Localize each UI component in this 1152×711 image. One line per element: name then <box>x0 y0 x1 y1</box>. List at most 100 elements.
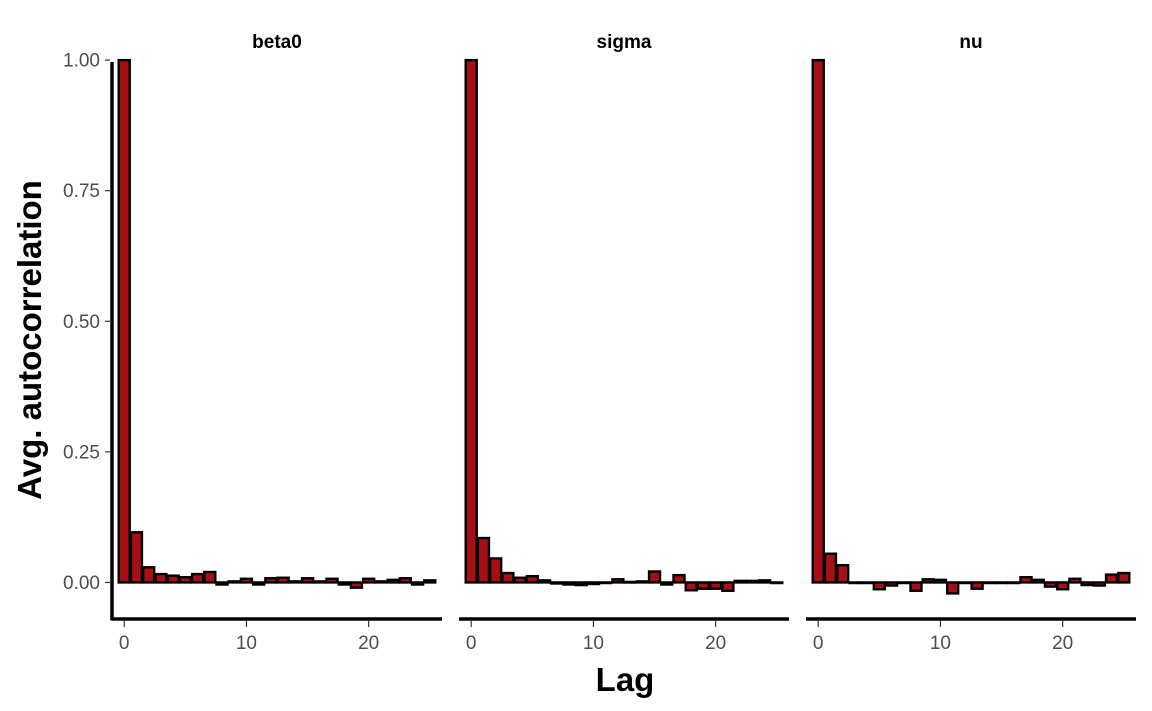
bar <box>860 581 874 585</box>
bar <box>1055 581 1070 591</box>
bar <box>1019 576 1033 584</box>
bar <box>117 58 131 584</box>
bar <box>361 577 376 584</box>
bar <box>586 581 601 586</box>
bar <box>684 581 698 592</box>
bar <box>623 580 637 584</box>
bar <box>562 581 576 586</box>
bar <box>970 581 984 590</box>
bar <box>374 580 388 584</box>
bar <box>215 581 229 586</box>
bar <box>909 581 923 593</box>
y-tick-label: 0.50 <box>63 312 100 333</box>
bar <box>190 572 205 584</box>
y-tick-label: 0.00 <box>63 573 100 594</box>
panel-sigma: sigma 0 10 20 <box>459 32 789 654</box>
bar <box>823 552 838 584</box>
bar <box>1031 578 1045 584</box>
bar <box>635 580 650 584</box>
bar <box>1117 571 1131 584</box>
bar <box>300 577 315 584</box>
panel-nu: nu 0 10 20 <box>806 32 1136 654</box>
x-tick-label: 0 <box>466 633 477 654</box>
x-tick-label: 20 <box>358 633 379 654</box>
bar <box>154 572 168 584</box>
x-axis-title: Lag <box>596 661 655 698</box>
y-axis-title: Avg. autocorrelation <box>11 180 48 500</box>
bar <box>288 580 303 584</box>
bar <box>227 580 241 584</box>
bar <box>872 581 887 591</box>
bar <box>958 581 972 585</box>
bar <box>537 579 552 584</box>
bar <box>672 573 686 584</box>
x-tick-label: 10 <box>236 633 257 654</box>
x-tick-label: 20 <box>1052 633 1073 654</box>
bar <box>203 570 217 584</box>
bar <box>933 578 948 584</box>
x-tick-label: 10 <box>930 633 951 654</box>
bar <box>1092 581 1107 587</box>
bar <box>745 579 760 584</box>
bar <box>337 581 351 586</box>
bar <box>757 579 772 584</box>
bar <box>178 576 193 584</box>
bar <box>313 580 327 584</box>
bar <box>848 581 862 585</box>
bar <box>921 578 935 584</box>
x-tick-label: 10 <box>583 633 604 654</box>
bar <box>897 581 911 585</box>
bar <box>166 574 180 584</box>
bar <box>696 581 711 590</box>
bar <box>611 578 625 584</box>
bar <box>141 566 156 584</box>
facet-panels: beta0 0 10 20 0.00 0.25 0.50 0.75 1.00 sigma 0 10 20… <box>63 32 1136 654</box>
bar <box>647 570 662 584</box>
panel-title: nu <box>959 32 982 53</box>
bar <box>423 579 437 584</box>
bar <box>550 581 564 585</box>
y-tick-label: 1.00 <box>63 51 100 72</box>
y-tick-label: 0.25 <box>63 442 100 463</box>
bar <box>1043 581 1058 588</box>
bar <box>525 574 540 584</box>
bar <box>513 576 527 584</box>
bar <box>982 581 997 585</box>
bar <box>1007 581 1021 585</box>
bar <box>884 581 899 587</box>
bar <box>1104 573 1119 584</box>
bar <box>410 581 425 586</box>
bar <box>476 536 491 584</box>
bar <box>398 577 413 584</box>
bar <box>574 581 588 587</box>
bar <box>708 581 723 590</box>
bar <box>945 581 960 595</box>
bar <box>464 58 478 584</box>
panel-title: beta0 <box>252 32 302 53</box>
bar <box>733 579 747 584</box>
bar <box>1080 581 1094 587</box>
bar <box>349 581 364 589</box>
bar <box>660 581 674 586</box>
bar <box>276 576 290 584</box>
bar <box>598 581 613 585</box>
bar <box>501 571 515 584</box>
y-tick-label: 0.75 <box>63 181 100 202</box>
bar <box>811 58 825 584</box>
bar <box>770 581 784 585</box>
panel-beta0: beta0 0 10 20 0.00 0.25 0.50 0.75 1.00 <box>63 32 442 654</box>
bar <box>994 581 1009 585</box>
x-tick-label: 0 <box>119 633 130 654</box>
panel-title: sigma <box>597 32 652 53</box>
x-tick-label: 20 <box>705 633 726 654</box>
bar <box>239 577 254 584</box>
x-tick-label: 0 <box>813 633 824 654</box>
bar <box>721 581 735 593</box>
bar <box>386 578 400 584</box>
bar <box>129 531 144 584</box>
bar <box>251 581 266 586</box>
bar <box>325 577 339 584</box>
bar <box>264 577 278 584</box>
bar <box>488 557 503 584</box>
